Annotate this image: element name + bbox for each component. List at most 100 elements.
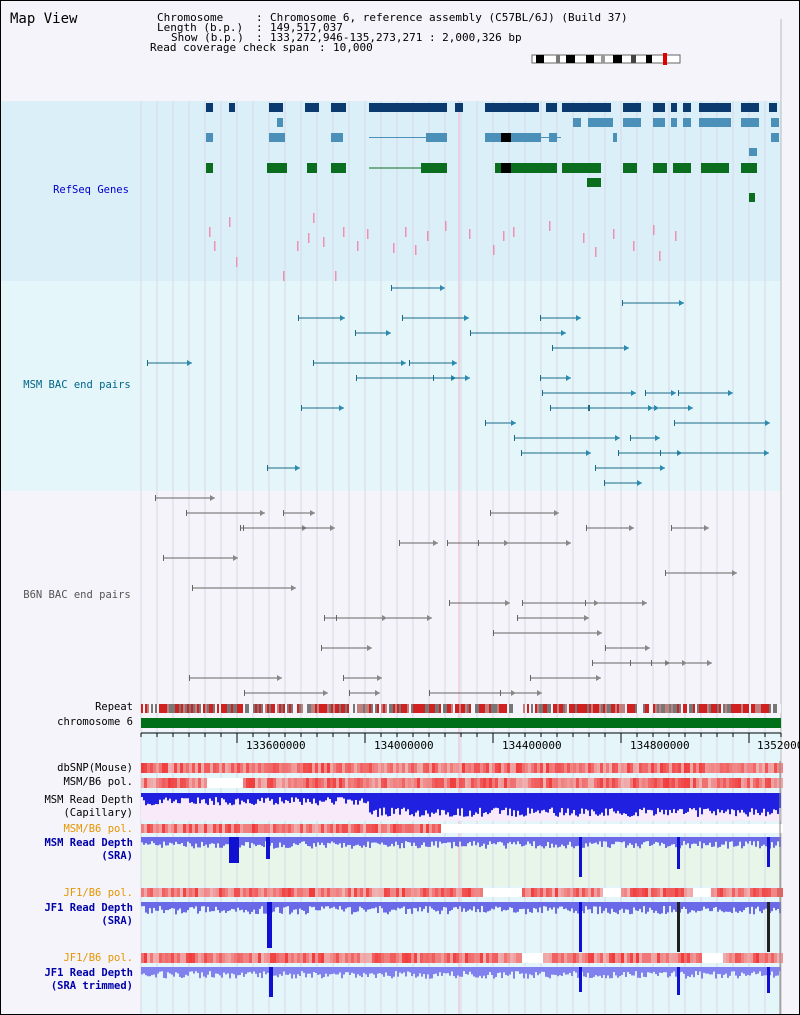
depth-bar [687,902,689,914]
heat-cell [660,763,663,773]
heat-cell [735,778,738,788]
depth-bar [693,793,695,809]
heat-cell [444,778,447,788]
repeat-block [569,704,571,713]
repeat-block [753,704,755,713]
depth-bar [375,793,377,810]
heat-cell [324,763,327,773]
depth-bar [281,837,283,848]
heat-cell [210,824,213,833]
heat-cell [696,778,699,788]
heat-cell [165,953,168,963]
depth-bar [409,902,411,909]
depth-bar [361,793,363,799]
depth-bar [327,902,329,907]
heat-cell [360,763,363,773]
heat-cell [699,888,702,897]
heat-cell [162,824,165,833]
depth-bar [687,967,689,977]
depth-bar [439,793,441,816]
heat-cell [315,888,318,897]
heat-cell [657,953,660,963]
depth-bar [685,902,687,909]
depth-bar [351,837,353,849]
depth-bar [145,902,147,913]
depth-bar [211,837,213,844]
depth-bar [455,902,457,908]
heat-cell [174,953,177,963]
heat-cell [540,953,543,963]
depth-bar [691,902,693,911]
depth-bar [693,902,695,911]
depth-bar [587,793,589,811]
depth-bar [365,967,367,975]
depth-bar [441,967,443,976]
heat-cell [468,953,471,963]
heat-cell [231,888,234,897]
heat-cell [198,778,201,788]
repeat-block [559,704,561,713]
heat-cell [276,763,279,773]
heat-cell [549,778,552,788]
heat-cell [642,953,645,963]
heat-cell [495,763,498,773]
bac-pair-end [399,540,400,546]
repeat-block [183,704,185,713]
heat-cell [648,953,651,963]
heat-cell [540,824,543,833]
repeat-block [381,704,383,713]
heat-cell [237,824,240,833]
heat-cell [594,888,597,897]
heat-cell [204,824,207,833]
heat-cell [252,763,255,773]
refseq-pink-mark [427,231,429,241]
repeat-block [395,704,397,713]
heat-cell [192,953,195,963]
depth-bar [487,902,489,912]
heat-cell [150,763,153,773]
depth-bar [659,837,661,846]
heat-cell [459,778,462,788]
depth-bar [169,967,171,974]
heat-cell [513,888,516,897]
depth-bar [529,837,531,844]
heat-cell [240,763,243,773]
depth-bar [495,967,497,977]
heat-cell [264,888,267,897]
heat-cell [726,953,729,963]
depth-bar [481,793,483,817]
heat-cell [495,888,498,897]
repeat-block [299,704,301,713]
depth-bar [181,793,183,798]
refseq-pink-mark [357,241,359,251]
depth-bar [469,967,471,972]
heat-cell [684,824,687,833]
depth-bar [525,967,527,974]
heat-cell [165,763,168,773]
depth-bar [633,967,635,976]
heat-cell [705,824,708,833]
depth-bar [751,793,753,809]
depth-bar [665,837,667,848]
repeat-block [185,704,187,713]
depth-bar [437,967,439,977]
heat-cell [606,824,609,833]
depth-bar [521,837,523,847]
depth-bar [651,902,653,910]
heat-cell [729,824,732,833]
heat-cell [690,778,693,788]
heat-cell [657,824,660,833]
depth-bar [381,967,383,975]
depth-bar [401,837,403,844]
heat-cell [318,778,321,788]
depth-bar [303,793,305,799]
heat-cell [315,763,318,773]
refseq-pink-mark [297,241,299,251]
depth-spike [269,967,273,997]
repeat-block [571,704,573,713]
depth-bar [429,967,431,979]
heat-cell [741,778,744,788]
heat-cell [711,763,714,773]
